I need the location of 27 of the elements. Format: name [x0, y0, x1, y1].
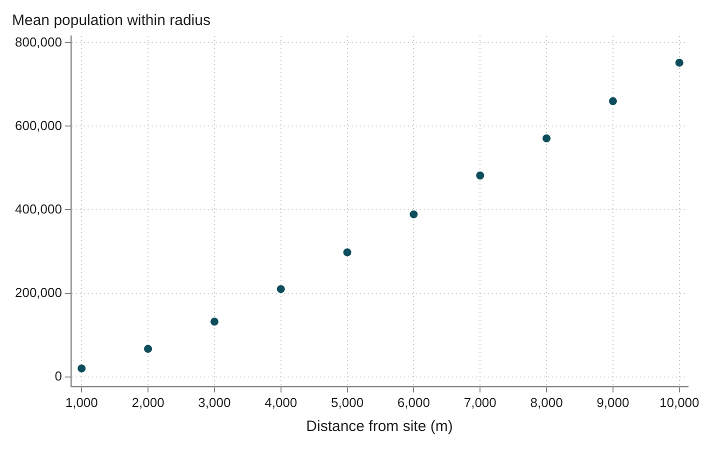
x-tick-label: 4,000: [264, 394, 298, 410]
point: [78, 364, 86, 372]
point: [608, 97, 617, 106]
x-tick-label: 5,000: [331, 394, 364, 410]
x-tick-label: 9,000: [596, 394, 630, 410]
point: [410, 210, 418, 218]
x-tick-label: 7,000: [464, 394, 496, 410]
point: [343, 248, 352, 256]
x-axis-title: Distance from site (m): [306, 418, 453, 436]
x-tick-label: 2,000: [132, 394, 164, 410]
point: [542, 134, 551, 142]
y-tick-label: 200,000: [14, 284, 62, 300]
y-tick-label: 400,000: [14, 201, 62, 216]
y-tick-label: 800,000: [14, 34, 62, 50]
point: [144, 344, 152, 353]
x-tick-label: 6,000: [397, 394, 430, 410]
x-tick-label: 3,000: [198, 394, 231, 410]
y-axis-title: Mean population within radius: [12, 12, 210, 30]
y-tick-label: 600,000: [14, 118, 62, 133]
x-tick-label: 10,000: [659, 394, 700, 410]
point: [476, 171, 484, 180]
x-tick-label: 1,000: [65, 394, 98, 410]
x-tick-label: 8,000: [530, 394, 563, 410]
y-tick-label: 0: [54, 368, 62, 384]
point: [675, 58, 684, 67]
point: [210, 318, 218, 326]
point: [276, 285, 285, 294]
